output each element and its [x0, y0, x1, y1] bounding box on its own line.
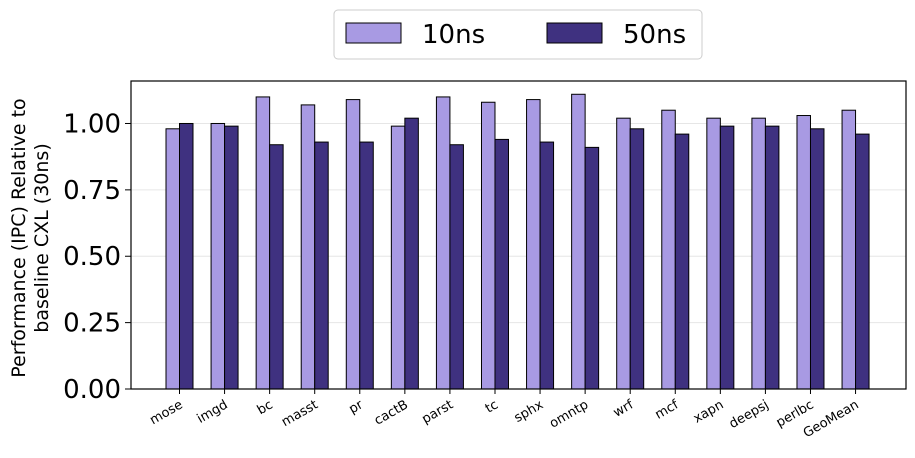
legend-label-50ns: 50ns	[623, 20, 686, 50]
bar-10ns-tc	[480, 101, 496, 390]
bar-10ns-bc	[255, 96, 271, 390]
bar-10ns-perlbc	[796, 115, 811, 390]
x-tick-label: cactB	[372, 397, 411, 428]
bar-50ns-GeoMean	[855, 133, 870, 390]
x-axis: mose imgd bc masst pr cactB parst tc sphx omntp wr…	[147, 389, 862, 441]
bars	[165, 93, 870, 390]
bar-10ns-omntp	[571, 93, 586, 390]
bar-10ns-parst	[435, 96, 451, 390]
y-tick-label: 0.00	[63, 375, 121, 405]
plot-frame	[130, 80, 907, 390]
bar-50ns-pr	[359, 141, 374, 390]
bar-50ns-omntp	[584, 146, 600, 390]
y-tick-label: 1.00	[63, 109, 121, 139]
bar-10ns-GeoMean	[841, 109, 857, 390]
legend-swatch-10ns	[345, 22, 402, 44]
bar-50ns-imgd	[224, 125, 239, 390]
bar-50ns-sphx	[539, 141, 555, 390]
x-tick-label: imgd	[195, 397, 231, 426]
bar-10ns-imgd	[210, 122, 226, 390]
bar-50ns-tc	[494, 138, 509, 390]
bar-50ns-bc	[269, 144, 284, 390]
bar-50ns-mose	[179, 122, 194, 390]
x-tick-label: xapn	[691, 397, 726, 426]
gridlines	[131, 122, 906, 390]
bar-50ns-mcf	[674, 133, 690, 390]
legend-swatch-50ns	[546, 22, 603, 44]
bar-10ns-sphx	[526, 99, 541, 390]
y-axis-label-line2: baseline CXL (30ns)	[31, 143, 53, 332]
y-axis-label-line1: Performance (IPC) Relative to	[8, 98, 30, 377]
bar-50ns-parst	[449, 144, 464, 390]
bar-10ns-mcf	[661, 109, 676, 390]
bar-50ns-perlbc	[809, 128, 825, 390]
bar-50ns-cactB	[404, 117, 419, 390]
x-tick-label: sphx	[512, 397, 547, 426]
y-tick-label: 0.25	[63, 309, 121, 339]
y-tick-label: 0.75	[63, 176, 121, 206]
bar-10ns-cactB	[390, 125, 406, 390]
legend: 10ns 50ns	[333, 9, 703, 60]
x-tick-label: parst	[419, 397, 455, 427]
x-tick-label: omntp	[547, 397, 591, 431]
bar-10ns-xapn	[706, 117, 721, 390]
bar-10ns-masst	[300, 104, 316, 390]
legend-box	[333, 9, 703, 60]
y-tick-label: 0.50	[63, 242, 121, 272]
y-axis: 0.00 0.25 0.50 0.75 1.00	[63, 109, 131, 405]
bar-10ns-mose	[165, 128, 180, 390]
bar-10ns-pr	[345, 99, 361, 390]
x-tick-label: tc	[483, 397, 501, 416]
x-tick-label: pr	[346, 397, 366, 417]
legend-label-10ns: 10ns	[422, 20, 485, 50]
bar-50ns-xapn	[719, 125, 735, 390]
x-tick-label: mcf	[653, 397, 682, 422]
bar-50ns-masst	[314, 141, 329, 390]
x-tick-label: bc	[255, 397, 276, 418]
bar-50ns-wrf	[629, 128, 645, 390]
x-tick-label: mose	[147, 397, 185, 428]
x-tick-label: wrf	[611, 397, 637, 420]
bar-10ns-wrf	[616, 117, 631, 390]
x-tick-label: masst	[279, 397, 321, 430]
bar-50ns-deepsj	[764, 125, 780, 390]
x-tick-label: deepsj	[727, 397, 772, 431]
bar-10ns-deepsj	[751, 117, 766, 390]
